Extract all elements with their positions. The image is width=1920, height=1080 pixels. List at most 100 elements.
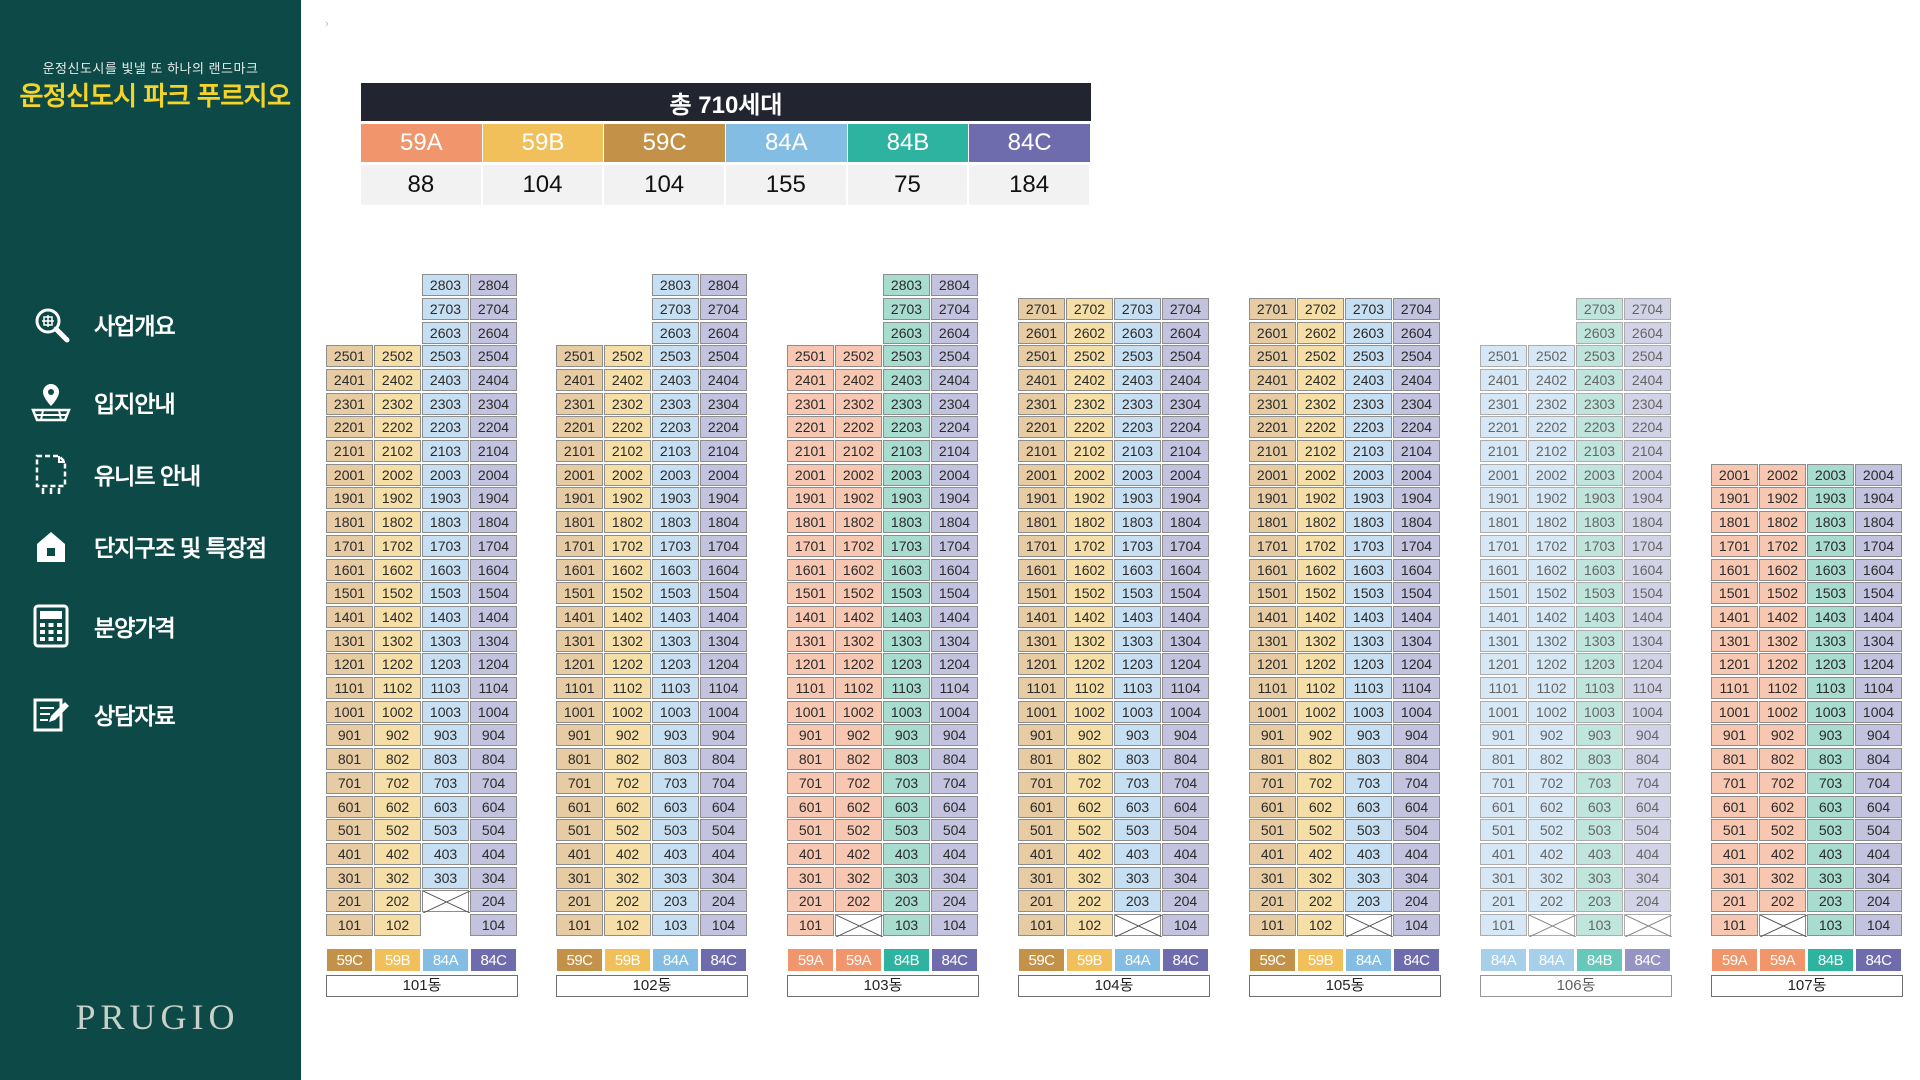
unit-cell[interactable]: 1401 <box>1480 605 1527 628</box>
unit-cell[interactable]: 2604 <box>931 321 978 344</box>
unit-cell[interactable]: 103 <box>1576 914 1623 936</box>
unit-cell[interactable]: 1802 <box>1759 511 1806 534</box>
unit-cell[interactable]: 304 <box>1624 866 1671 889</box>
unit-cell[interactable]: 1402 <box>604 605 651 628</box>
unit-cell[interactable]: 1504 <box>700 582 747 605</box>
unit-cell[interactable]: 1701 <box>1018 534 1065 557</box>
unit-cell[interactable]: 804 <box>931 748 978 771</box>
unit-cell[interactable]: 1803 <box>422 511 469 534</box>
unit-cell[interactable]: 1501 <box>556 582 603 605</box>
unit-cell[interactable]: 901 <box>1711 724 1758 747</box>
unit-cell[interactable]: 701 <box>1018 771 1065 794</box>
unit-cell[interactable]: 2301 <box>1249 392 1296 415</box>
unit-cell[interactable]: 601 <box>1480 795 1527 818</box>
unit-cell[interactable]: 101 <box>787 914 834 936</box>
unit-cell[interactable]: 2704 <box>470 297 517 320</box>
unit-cell[interactable]: 404 <box>700 842 747 865</box>
unit-cell[interactable]: 1401 <box>1018 605 1065 628</box>
unit-cell[interactable]: 2401 <box>1249 368 1296 391</box>
unit-cell[interactable]: 1004 <box>470 700 517 723</box>
unit-cell[interactable]: 501 <box>1249 819 1296 842</box>
unit-cell[interactable]: 204 <box>470 890 517 913</box>
unit-cell[interactable]: 902 <box>1297 724 1344 747</box>
unit-cell[interactable]: 1003 <box>883 700 930 723</box>
unit-cell[interactable]: 1301 <box>1018 629 1065 652</box>
unit-cell[interactable]: 1502 <box>1528 582 1575 605</box>
unit-cell[interactable]: 1101 <box>326 677 373 699</box>
unit-cell[interactable]: 804 <box>1393 748 1440 771</box>
unit-cell[interactable]: 2002 <box>1297 463 1344 486</box>
unit-cell[interactable]: 2701 <box>1249 297 1296 320</box>
unit-cell[interactable]: 1203 <box>422 653 469 676</box>
unit-cell[interactable]: 802 <box>835 748 882 771</box>
unit-cell[interactable]: 1104 <box>1624 677 1671 699</box>
unit-cell[interactable]: 1203 <box>652 653 699 676</box>
unit-cell[interactable]: 1304 <box>1162 629 1209 652</box>
unit-cell[interactable]: 1604 <box>1162 558 1209 581</box>
unit-cell[interactable]: 2504 <box>931 345 978 368</box>
unit-cell[interactable]: 2004 <box>931 463 978 486</box>
unit-cell[interactable]: 1501 <box>787 582 834 605</box>
unit-cell[interactable]: 2804 <box>470 274 517 297</box>
unit-cell[interactable]: 1304 <box>470 629 517 652</box>
unit-cell[interactable]: 2501 <box>1249 345 1296 368</box>
unit-cell[interactable]: 2102 <box>1528 440 1575 462</box>
unit-cell[interactable]: 1302 <box>1066 629 1113 652</box>
unit-cell[interactable]: 1403 <box>1345 605 1392 628</box>
unit-cell[interactable]: 403 <box>652 842 699 865</box>
unit-cell[interactable]: 503 <box>1345 819 1392 842</box>
unit-cell[interactable]: 1002 <box>1297 700 1344 723</box>
unit-cell[interactable]: 902 <box>604 724 651 747</box>
unit-cell[interactable]: 801 <box>787 748 834 771</box>
unit-cell[interactable]: 1801 <box>1480 511 1527 534</box>
unit-cell[interactable]: 1402 <box>374 605 421 628</box>
unit-cell[interactable]: 1503 <box>883 582 930 605</box>
unit-cell[interactable]: 2604 <box>1393 321 1440 344</box>
unit-cell[interactable]: 101 <box>1018 914 1065 936</box>
unit-cell[interactable]: 2003 <box>1345 463 1392 486</box>
unit-cell[interactable]: 1901 <box>1249 487 1296 510</box>
unit-cell[interactable]: 803 <box>1807 748 1854 771</box>
unit-cell[interactable]: 1003 <box>422 700 469 723</box>
unit-cell[interactable]: 701 <box>1480 771 1527 794</box>
unit-cell[interactable]: 803 <box>1576 748 1623 771</box>
unit-cell[interactable]: 702 <box>835 771 882 794</box>
unit-cell[interactable]: 101 <box>326 914 373 936</box>
unit-cell[interactable]: 404 <box>1393 842 1440 865</box>
unit-cell[interactable]: 603 <box>883 795 930 818</box>
unit-cell[interactable]: 2401 <box>1018 368 1065 391</box>
unit-cell[interactable]: 503 <box>1114 819 1161 842</box>
unit-cell[interactable]: 2401 <box>556 368 603 391</box>
unit-cell[interactable]: 1002 <box>1066 700 1113 723</box>
unit-cell[interactable]: 1904 <box>1162 487 1209 510</box>
unit-cell[interactable]: 203 <box>883 890 930 913</box>
unit-cell[interactable]: 201 <box>556 890 603 913</box>
unit-cell[interactable]: 1902 <box>604 487 651 510</box>
unit-cell[interactable]: 1503 <box>1345 582 1392 605</box>
unit-cell[interactable]: 204 <box>1162 890 1209 913</box>
unit-cell[interactable]: 1602 <box>835 558 882 581</box>
unit-cell[interactable]: 1001 <box>556 700 603 723</box>
unit-cell[interactable]: 1303 <box>1114 629 1161 652</box>
unit-cell[interactable]: 903 <box>1576 724 1623 747</box>
unit-cell[interactable]: 1302 <box>835 629 882 652</box>
unit-cell[interactable]: 2504 <box>1393 345 1440 368</box>
unit-cell[interactable]: 1702 <box>1528 534 1575 557</box>
unit-cell[interactable]: 2302 <box>1066 392 1113 415</box>
unit-cell[interactable]: 802 <box>604 748 651 771</box>
unit-cell[interactable]: 2404 <box>1393 368 1440 391</box>
unit-cell[interactable]: 2003 <box>1114 463 1161 486</box>
unit-cell[interactable]: 1003 <box>1114 700 1161 723</box>
unit-cell[interactable]: 2204 <box>700 416 747 439</box>
unit-cell[interactable]: 1803 <box>1807 511 1854 534</box>
unit-cell[interactable]: 1901 <box>1711 487 1758 510</box>
unit-cell[interactable]: 2002 <box>1759 463 1806 486</box>
unit-cell[interactable]: 1303 <box>883 629 930 652</box>
unit-cell[interactable]: 1702 <box>1759 534 1806 557</box>
unit-cell[interactable]: 402 <box>604 842 651 865</box>
unit-cell[interactable]: 203 <box>1345 890 1392 913</box>
unit-cell[interactable]: 1301 <box>326 629 373 652</box>
unit-cell[interactable]: 704 <box>1855 771 1902 794</box>
unit-cell[interactable]: 1602 <box>1528 558 1575 581</box>
unit-cell[interactable]: 1003 <box>1576 700 1623 723</box>
